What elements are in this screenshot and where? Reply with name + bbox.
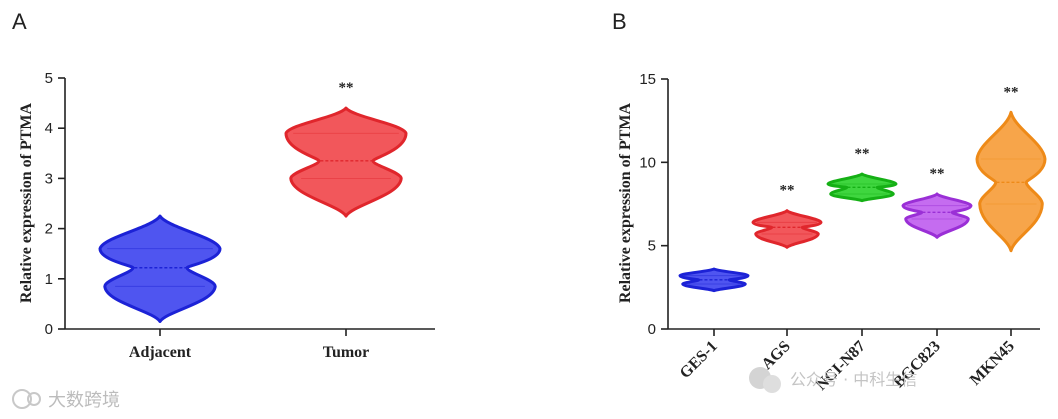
significance-marker: ** [855,146,870,162]
x-category-label: Tumor [323,344,370,361]
panel-a-y-axis-label: Relative expression of PTMA [18,103,35,304]
significance-marker: ** [1004,84,1019,100]
panel-b-violins: ** ** ** ** [678,84,1047,293]
panel-a-violins: ** [98,80,408,323]
x-category-label: GES-1 [677,338,721,382]
panel-b-y-ticks: 0 5 10 15 [639,71,668,338]
significance-marker: ** [339,80,354,96]
x-category-label: MKN45 [967,338,1018,389]
y-tick-label: 5 [45,70,53,87]
violin-nci-n87 [826,172,898,203]
wechat-icon-secondary [763,375,781,393]
y-tick-label: 5 [648,238,656,255]
y-tick-label: 0 [648,321,656,338]
panel-b-y-axis-label: Relative expression of PTMA [617,103,634,304]
y-tick-label: 0 [45,321,53,338]
watermark-logo-icon [12,389,32,409]
watermark-right: 公众号 · 中科生信 [749,367,917,393]
panel-b-letter: B [612,9,627,34]
panel-a-letter: A [12,9,27,34]
violin-tumor [284,106,408,218]
y-tick-label: 10 [639,154,656,171]
violin-mkn45 [975,110,1047,253]
watermark-right-text: 公众号 · 中科生信 [790,370,917,389]
watermark-logo-icon-secondary [27,392,41,406]
violin-ges-1 [678,267,750,293]
y-tick-label: 3 [45,170,53,187]
y-tick-label: 15 [639,71,656,88]
y-tick-label: 4 [45,120,53,137]
y-tick-label: 1 [45,271,53,288]
x-category-label: Adjacent [129,344,192,361]
violin-adjacent [98,214,222,323]
y-tick-label: 2 [45,221,53,238]
watermark-left-text: 大数跨境 [48,390,120,411]
panel-a-y-ticks: 0 1 2 3 4 5 [45,70,65,338]
significance-marker: ** [780,183,795,199]
panel-a-x-ticks: Adjacent Tumor [129,329,369,361]
violin-bgc823 [901,192,973,239]
watermark-left: 大数跨境 [12,389,120,411]
violin-ags [751,209,823,249]
significance-marker: ** [930,166,945,182]
